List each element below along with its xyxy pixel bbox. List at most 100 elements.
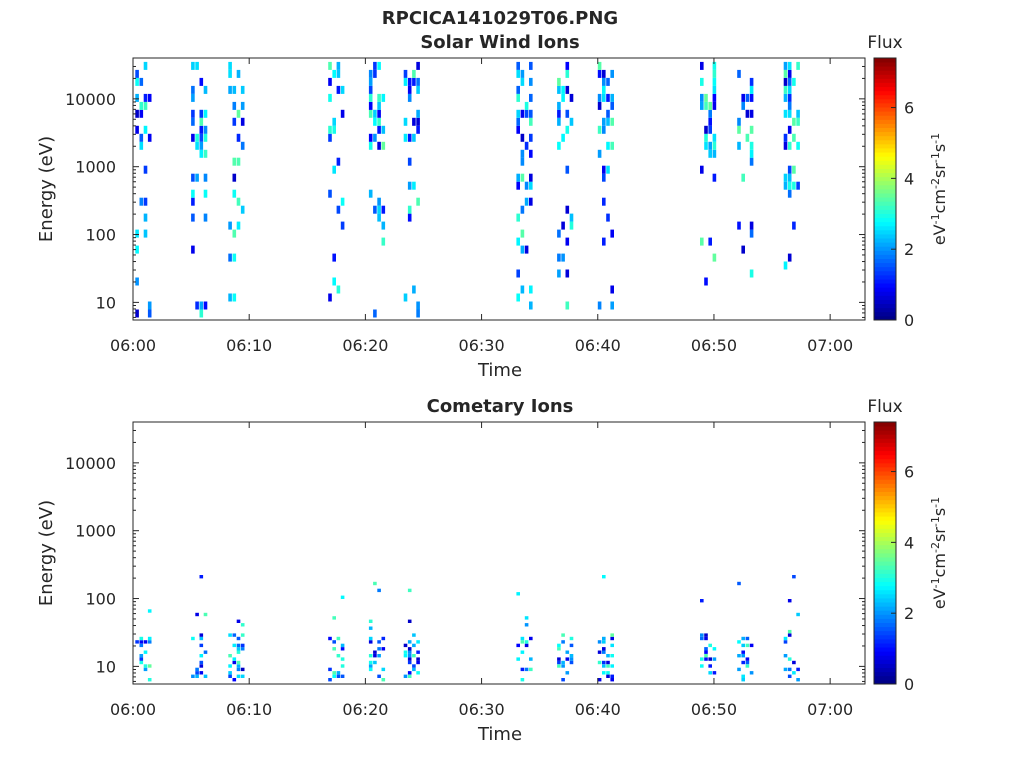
spectrogram-cell xyxy=(529,117,533,126)
spectrogram-cell xyxy=(340,595,345,599)
colorbar-swatch xyxy=(874,62,896,67)
colorbar-swatch xyxy=(874,291,896,296)
spectrogram-cell xyxy=(232,189,237,198)
spectrogram-cell xyxy=(529,133,533,142)
colorbar-swatch xyxy=(874,679,896,685)
spectrogram-cell xyxy=(403,674,408,678)
spectrogram-cell xyxy=(516,213,520,222)
colorbar-swatch xyxy=(874,491,896,497)
spectrogram-cell xyxy=(796,141,800,150)
spectrogram-cell xyxy=(199,664,204,668)
spectrogram-cells-cometary xyxy=(135,575,800,682)
spectrogram-cell xyxy=(565,205,570,214)
spectrogram-cell xyxy=(516,117,520,126)
spectrogram-cell xyxy=(529,149,533,158)
spectrogram-cell xyxy=(377,674,381,678)
spectrogram-cell xyxy=(557,643,561,648)
spectrogram-cell xyxy=(368,69,373,78)
spectrogram-cell xyxy=(236,674,241,678)
spectrogram-cell xyxy=(557,253,561,262)
spectrogram-cell xyxy=(792,165,796,174)
spectrogram-cell xyxy=(403,650,408,654)
colorbar-swatch xyxy=(874,66,896,71)
spectrogram-cell xyxy=(737,125,741,134)
spectrogram-cell xyxy=(606,165,610,174)
colorbar-swatch xyxy=(874,193,896,198)
spectrogram-cell xyxy=(332,69,336,78)
spectrogram-cell xyxy=(368,141,373,150)
spectrogram-cell xyxy=(332,117,336,126)
spectrogram-cell xyxy=(520,109,525,118)
colorbar-swatch xyxy=(874,143,896,149)
spectrogram-cell xyxy=(597,678,602,682)
colorbar-swatch xyxy=(874,221,896,227)
spectrogram-cell xyxy=(332,165,336,174)
spectrogram-cell xyxy=(336,674,341,678)
spectrogram-cell xyxy=(240,101,245,110)
spectrogram-cell xyxy=(787,125,792,134)
spectrogram-cell xyxy=(708,117,712,126)
spectrogram-cell xyxy=(377,654,381,658)
spectrogram-cell xyxy=(407,650,412,654)
spectrogram-cell xyxy=(516,109,520,118)
colorbar-swatch xyxy=(874,279,896,284)
spectrogram-cell xyxy=(236,221,241,230)
spectrogram-cell xyxy=(749,93,754,102)
colorbar-swatch xyxy=(874,123,896,128)
spectrogram-cell xyxy=(741,636,745,641)
spectrogram-cell xyxy=(203,109,208,118)
spectrogram-cell xyxy=(147,93,152,102)
spectrogram-cell xyxy=(232,657,237,661)
spectrogram-cell xyxy=(416,640,420,644)
spectrogram-cell xyxy=(597,61,602,70)
spectrogram-cell xyxy=(340,109,345,118)
spectrogram-cell xyxy=(783,141,788,150)
spectrogram-cell xyxy=(373,581,377,586)
spectrogram-cell xyxy=(416,85,420,94)
spectrogram-cell xyxy=(565,269,570,278)
colorbar-swatch xyxy=(874,283,896,288)
colorbar-swatch xyxy=(874,516,896,521)
colorbar-swatch xyxy=(874,115,896,120)
spectrogram-cell xyxy=(203,133,208,142)
spectrogram-cell xyxy=(524,109,529,118)
colorbar-solar-wind: 0 2 4 6 xyxy=(873,57,914,330)
spectrogram-cell xyxy=(783,640,788,644)
spectrogram-cell xyxy=(328,77,332,86)
spectrogram-cell xyxy=(741,173,745,182)
spectrogram-cell xyxy=(787,141,792,150)
colorbar-swatch xyxy=(874,446,896,452)
colorbar-swatch xyxy=(874,544,896,550)
spectrogram-cell xyxy=(403,117,408,126)
spectrogram-cell xyxy=(704,125,708,134)
spectrogram-cell xyxy=(787,109,792,118)
x-label-cometary: Time xyxy=(477,724,522,745)
spectrogram-cell xyxy=(232,85,237,94)
spectrogram-cell xyxy=(407,181,412,190)
spectrogram-cell xyxy=(407,157,412,166)
spectrogram-cell xyxy=(191,117,195,126)
spectrogram-cell xyxy=(332,647,336,651)
spectrogram-cell xyxy=(524,141,529,150)
spectrogram-cell xyxy=(377,197,381,206)
colorbar-tick-label: 2 xyxy=(904,604,914,623)
spectrogram-cell xyxy=(602,77,606,86)
colorbar-swatch xyxy=(874,197,896,202)
colorbar-swatch xyxy=(874,172,896,178)
spectrogram-cell xyxy=(787,93,792,102)
spectrogram-cell xyxy=(700,77,704,86)
spectrogram-cell xyxy=(228,69,232,78)
spectrogram-cell xyxy=(195,612,199,617)
colorbar-swatch xyxy=(874,651,896,656)
colorbar-swatch xyxy=(874,217,896,223)
spectrogram-cell xyxy=(529,197,533,206)
spectrogram-cell xyxy=(368,101,373,110)
spectrogram-cell xyxy=(557,77,561,86)
y-tick-label: 10 xyxy=(96,293,116,312)
spectrogram-cell xyxy=(712,253,717,262)
spectrogram-cell xyxy=(332,125,336,134)
spectrogram-cell xyxy=(520,69,525,78)
spectrogram-cell xyxy=(199,636,204,641)
spectrogram-cell xyxy=(557,657,561,661)
colorbar-swatch xyxy=(874,610,896,615)
